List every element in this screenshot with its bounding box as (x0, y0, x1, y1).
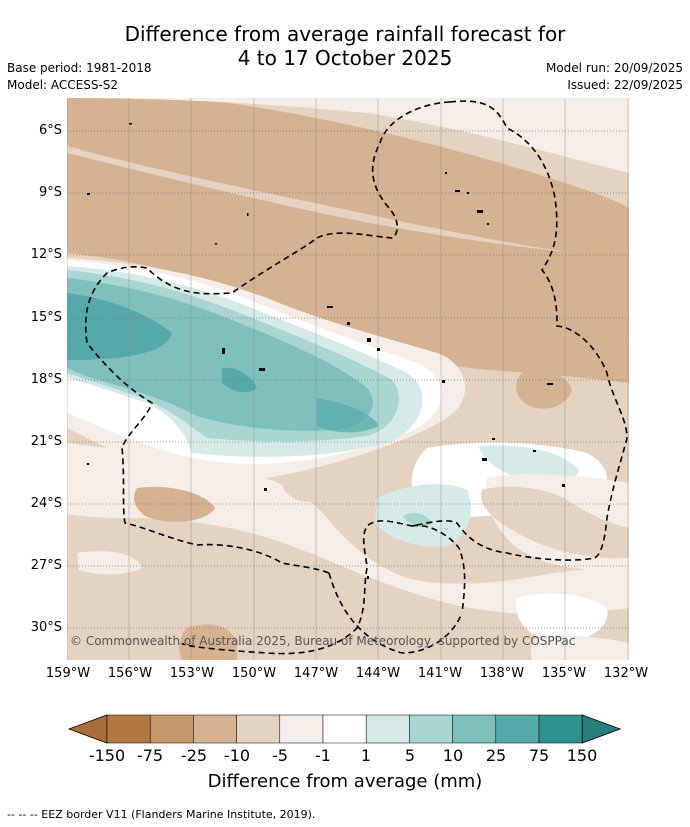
lon-label: 141°W (417, 666, 463, 681)
dry-band-upper (67, 98, 629, 260)
model-name: Model: ACCESS-S2 (7, 78, 119, 92)
colorbar-swatch (495, 714, 540, 744)
map-title-line1: Difference from average rainfall forecas… (124, 22, 566, 46)
lat-label: 24°S (30, 496, 62, 511)
lon-label: 144°W (355, 666, 401, 681)
dry-patch-e (516, 371, 572, 409)
light-patch-bottom-right (530, 635, 629, 660)
lat-label: 27°S (30, 558, 62, 573)
colorbar-label: 1 (360, 746, 372, 765)
colorbar-swatch (452, 714, 497, 744)
lat-label: 18°S (30, 372, 62, 387)
light-area-south (67, 443, 629, 615)
wet-east-3 (403, 512, 432, 528)
wet-anomaly-core-small (222, 367, 257, 393)
lon-label: 132°W (603, 666, 649, 681)
colorbar-label: 150 (566, 746, 598, 765)
colorbar-label: -5 (272, 746, 288, 765)
lat-label: 15°S (30, 310, 62, 325)
colorbar-swatch (149, 714, 194, 744)
dry-patch-se (481, 486, 629, 559)
colorbar-extension-low (67, 714, 108, 744)
eez-legend-footer: -- -- -- EEZ border V11 (Flanders Marine… (7, 808, 316, 821)
lon-label: 153°W (169, 666, 215, 681)
longitude-gridlines (67, 98, 629, 660)
eez-border (84, 100, 628, 655)
colorbar-label: 10 (442, 746, 464, 765)
dry-patch-bottom (179, 624, 237, 660)
colorbar-swatch (106, 714, 151, 744)
lon-label: 156°W (107, 666, 153, 681)
colorbar-label: 25 (485, 746, 507, 765)
lat-label: 6°S (38, 123, 62, 138)
lon-label: 147°W (293, 666, 339, 681)
light-patch-sw (77, 551, 142, 575)
light-band-top (67, 98, 629, 173)
lon-label: 135°W (541, 666, 587, 681)
colorbar-swatch (193, 714, 237, 744)
colorbar-swatch (236, 714, 281, 744)
lat-label: 9°S (38, 185, 62, 200)
colorbar-swatch (279, 714, 324, 744)
issued-date: Issued: 22/09/2025 (567, 78, 683, 92)
rainfall-map (67, 98, 629, 660)
colorbar-label: 5 (404, 746, 416, 765)
colorbar-swatch (322, 714, 367, 744)
colorbar-swatch (365, 714, 410, 744)
colorbar-label: -75 (136, 746, 164, 765)
copyright-credit: © Commonwealth of Australia 2025, Bureau… (70, 634, 576, 648)
lon-label: 159°W (45, 666, 91, 681)
dry-patch-s (282, 473, 365, 503)
wet-anomaly-core-east (317, 398, 379, 433)
colorbar-label: -150 (88, 746, 126, 765)
model-run: Model run: 20/09/2025 (545, 61, 683, 75)
colorbar-title: Difference from average (mm) (207, 771, 483, 792)
colorbar-label: 75 (528, 746, 550, 765)
base-period: Base period: 1981-2018 (7, 61, 152, 75)
colorbar-extension-high (581, 714, 622, 744)
colorbar-swatch (409, 714, 453, 744)
lat-label: 30°S (30, 620, 62, 635)
latitude-gridlines (67, 130, 629, 629)
colorbar-label: -10 (223, 746, 251, 765)
colorbar-label: -1 (315, 746, 331, 765)
map-title-line2: 4 to 17 October 2025 (237, 46, 453, 70)
near-normal-bottom (516, 593, 608, 643)
colorbar-swatch (538, 714, 583, 744)
dry-patch-sw (133, 486, 215, 522)
lat-label: 21°S (30, 434, 62, 449)
lon-label: 150°W (231, 666, 277, 681)
colorbar (67, 714, 622, 744)
islands (87, 123, 565, 579)
wet-anomaly-core-west (67, 293, 172, 360)
lat-label: 12°S (30, 247, 62, 262)
lon-label: 138°W (479, 666, 525, 681)
colorbar-label: -25 (180, 746, 208, 765)
